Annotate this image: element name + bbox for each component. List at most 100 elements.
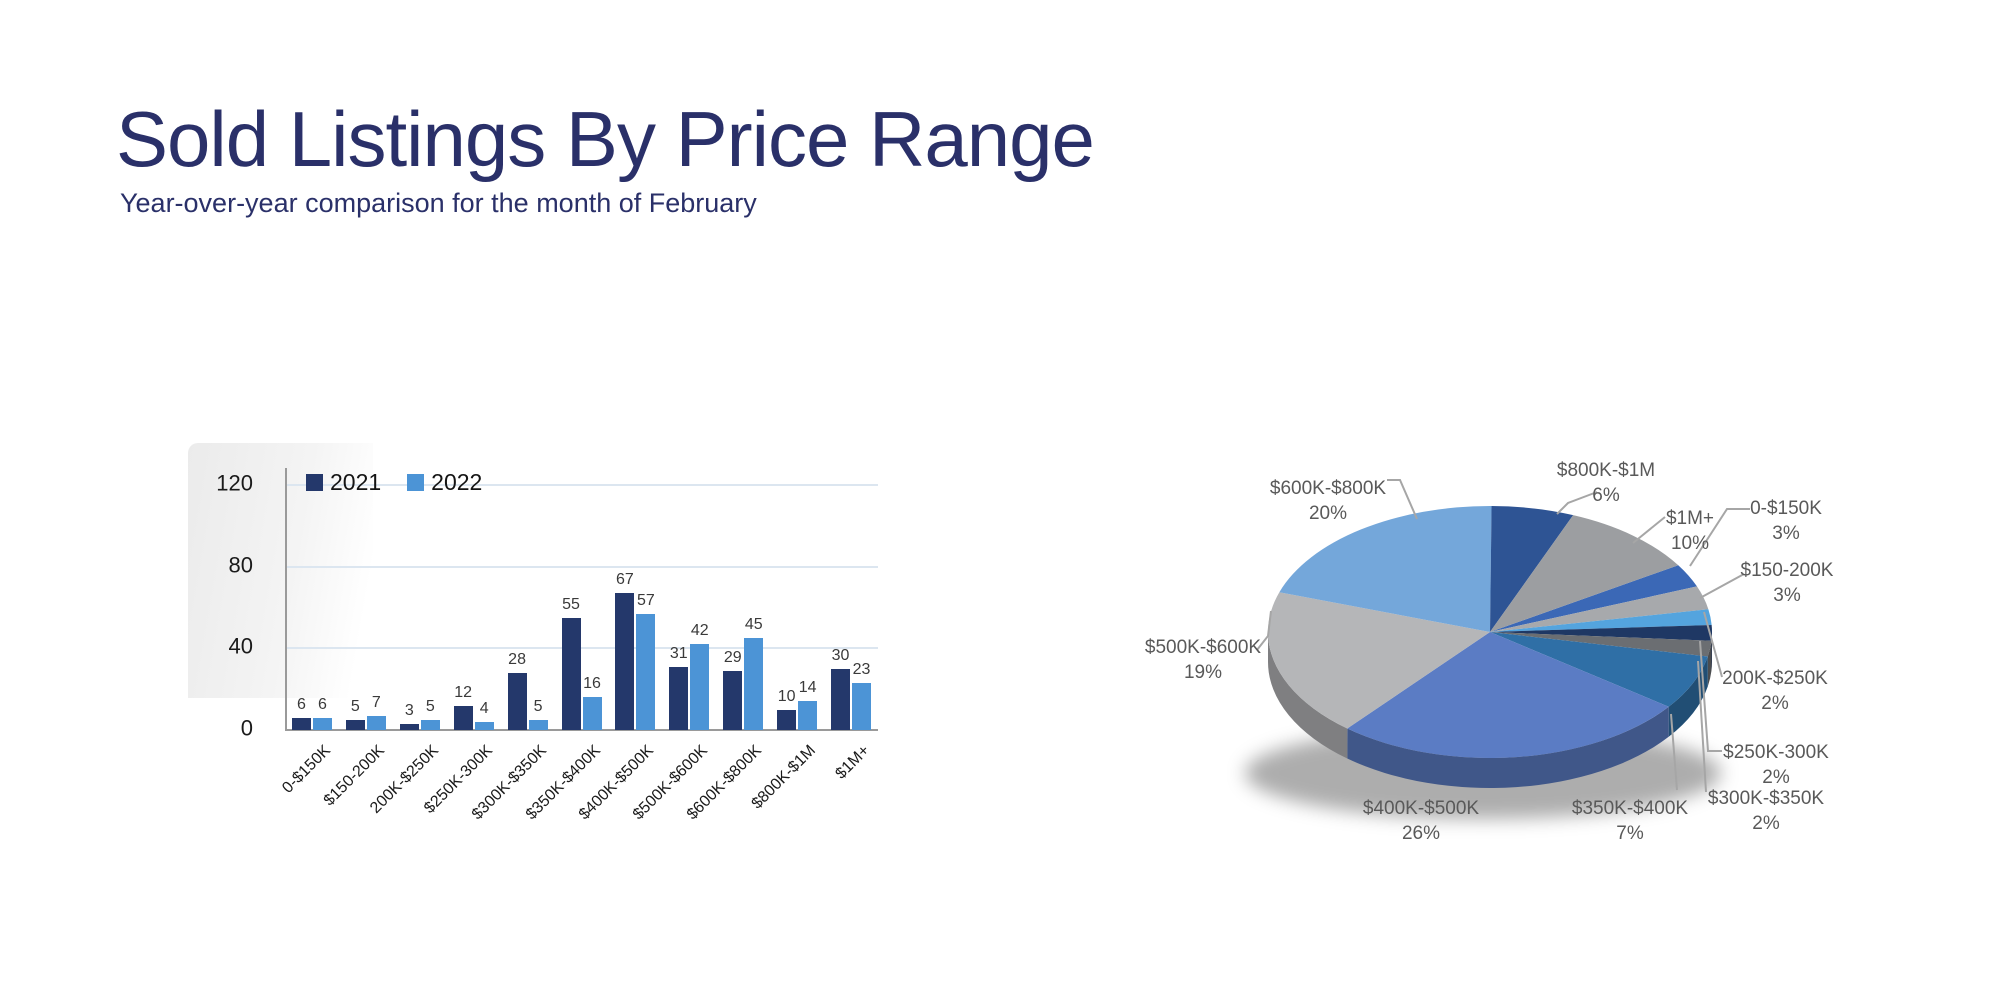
y-axis-tick-label: 0 [240,715,253,741]
bar-2021-$800K-$1M [777,709,797,730]
legend-label-2022: 2022 [431,469,483,495]
pie-label-category: 0-$150K [1750,498,1822,519]
bar-2022-0-$150K [312,717,332,730]
legend-item-2022: 2022 [407,469,482,496]
pie-slice-side-$300K-$350K [1707,640,1712,687]
legend-item-2021: 2021 [306,469,381,496]
bar-value-label: 6 [297,695,306,713]
pie-label-category: $350K-$400K [1571,798,1689,819]
pie-slice-$150-200K [1490,586,1709,632]
bar-value-label: 7 [371,693,381,711]
pie-label-percent: 20% [1308,503,1348,524]
bar-value-label: 6 [318,695,327,713]
pie-slice-$350K-$400K [1490,632,1708,707]
bar-2022-$350K-$400K [582,697,602,730]
y-axis-line [285,468,287,730]
bar-2022-$500K-$600K [690,644,710,730]
bar-value-label: 16 [583,675,601,693]
pie-callout-label-$150-200K: $150-200K 3% [1741,558,1834,608]
bar-value-label: 55 [562,595,580,613]
pie-slice-0-$150K [1490,565,1697,632]
bar-2021-$600K-$800K [723,670,743,730]
bar-2022-$1M+ [852,683,872,730]
legend-swatch-2022 [407,474,425,491]
pie-callout-line-$250K-300K [1699,640,1722,752]
bar-value-label: 5 [350,697,360,715]
bar-value-label: 4 [479,699,489,717]
pie-callout-line-$800K-$1M [1556,491,1598,515]
bar-2022-200K-$250K [420,719,440,730]
pie-label-category: $400K-$500K [1362,798,1480,819]
bar-2021-$250K-300K [453,705,473,730]
pie-label-percent: 26% [1401,823,1441,844]
pie-callout-label-0-$150K: 0-$150K 3% [1750,496,1822,546]
pie-callout-line-$1M+ [1632,516,1666,544]
bar-value-label: 5 [533,697,543,715]
pie-callout-line-0-$150K [1689,508,1750,567]
bar-2021-$500K-$600K [669,666,689,730]
bar-2021-$400K-$500K [615,593,635,730]
pie-slice-$300K-$350K [1490,632,1712,657]
bar-value-label: 5 [425,697,435,715]
pie-label-category: $800K-$1M [1556,460,1656,481]
pie-callout-line-200K-$250K [1703,611,1723,678]
pie-label-percent: 7% [1616,823,1644,844]
pie-label-percent: 3% [1773,585,1801,606]
bar-2021-$300K-$350K [507,672,527,730]
bar-value-label: 12 [454,683,473,701]
pie-callout-label-$250K-300K: $250K-300K 2% [1723,740,1829,790]
pie-label-category: $150-200K [1740,560,1834,581]
pie-slice-side-$400K-$500K [1347,706,1669,788]
bar-2022-$250K-300K [474,721,494,730]
y-axis-tick-label: 80 [228,552,253,578]
pie-slice-$600K-$800K [1279,506,1492,632]
pie-label-percent: 19% [1183,662,1223,683]
pie-callout-line-$150-200K [1699,573,1745,599]
bar-value-label: 45 [744,616,763,634]
bar-value-label: 42 [690,622,709,640]
bar-value-label: 28 [508,650,526,668]
pie-label-category: $500K-$600K [1144,637,1262,658]
pie-label-category: $1M+ [1665,508,1715,529]
pie-slice-$1M+ [1490,515,1679,632]
bar-value-label: 67 [616,571,634,589]
bar-2021-200K-$250K [399,723,419,730]
legend-swatch-2021 [306,474,323,491]
bar-2022-$800K-$1M [798,701,818,730]
pie-callout-label-$600K-$800K: $600K-$800K 20% [1270,476,1386,526]
bar-2021-$350K-$400K [561,617,581,730]
bar-2022-$600K-$800K [744,638,764,730]
pie-label-percent: 2% [1761,693,1789,714]
bar-value-label: 14 [798,679,817,697]
pie-callout-line-$350K-$400K [1670,713,1678,791]
pie-label-percent: 10% [1670,533,1710,554]
bar-value-label: 3 [404,701,414,719]
page-title: Sold Listings By Price Range [116,95,1095,183]
pie-callout-label-$400K-$500K: $400K-$500K 26% [1363,796,1479,846]
pie-label-category: $250K-300K [1723,742,1829,763]
x-axis-line [285,729,878,731]
bar-chart-legend: 2021 2022 [306,469,482,496]
pie-label-category: $600K-$800K [1269,478,1387,499]
gridline-y40 [285,647,878,650]
pie-label-category: 200K-$250K [1722,668,1828,689]
bar-2021-$1M+ [831,668,851,730]
bar-2022-$400K-$500K [636,613,656,730]
bar-value-label: 29 [723,648,742,666]
pie-callout-label-$1M+: $1M+ 10% [1666,506,1714,556]
page-subtitle: Year-over-year comparison for the month … [120,188,757,218]
y-axis-tick-label: 40 [228,634,253,660]
legend-label-2021: 2021 [330,469,382,495]
pie-callout-label-$500K-$600K: $500K-$600K 19% [1145,635,1261,685]
bar-value-label: 10 [777,687,796,705]
gridline-y80 [285,565,878,568]
bar-value-label: 31 [669,644,688,662]
bar-value-label: 57 [637,591,655,609]
pie-label-percent: 2% [1762,767,1790,788]
pie-label-category: $300K-$350K [1707,788,1825,809]
pie-callout-label-$350K-$400K: $350K-$400K 7% [1572,796,1688,846]
pie-slice-200K-$250K [1490,609,1712,632]
pie-label-percent: 2% [1752,813,1780,834]
pie-callout-label-200K-$250K: 200K-$250K 2% [1722,666,1828,716]
